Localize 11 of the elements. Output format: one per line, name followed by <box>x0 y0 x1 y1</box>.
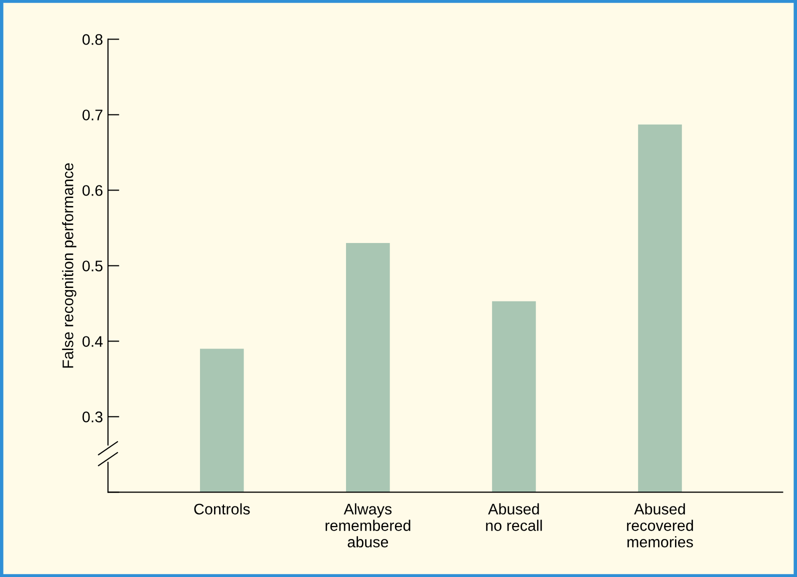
y-tick-label: 0.3 <box>82 412 102 422</box>
y-tick-label: 0.5 <box>82 260 102 272</box>
y-axis-title: False recognition performance <box>62 163 76 368</box>
y-tick-label: 0.6 <box>82 185 102 196</box>
y-tick-label: 0.8 <box>82 34 102 45</box>
y-tick-label: 0.4 <box>82 336 103 347</box>
x-tick-label: Abused recovered memories <box>627 503 693 548</box>
y-tick-label: 0.7 <box>82 110 102 120</box>
x-tick-label: Abused no recall <box>486 503 542 531</box>
x-tick-label: Controls <box>194 503 250 515</box>
x-tick-label: Always remembered abuse <box>326 503 410 548</box>
